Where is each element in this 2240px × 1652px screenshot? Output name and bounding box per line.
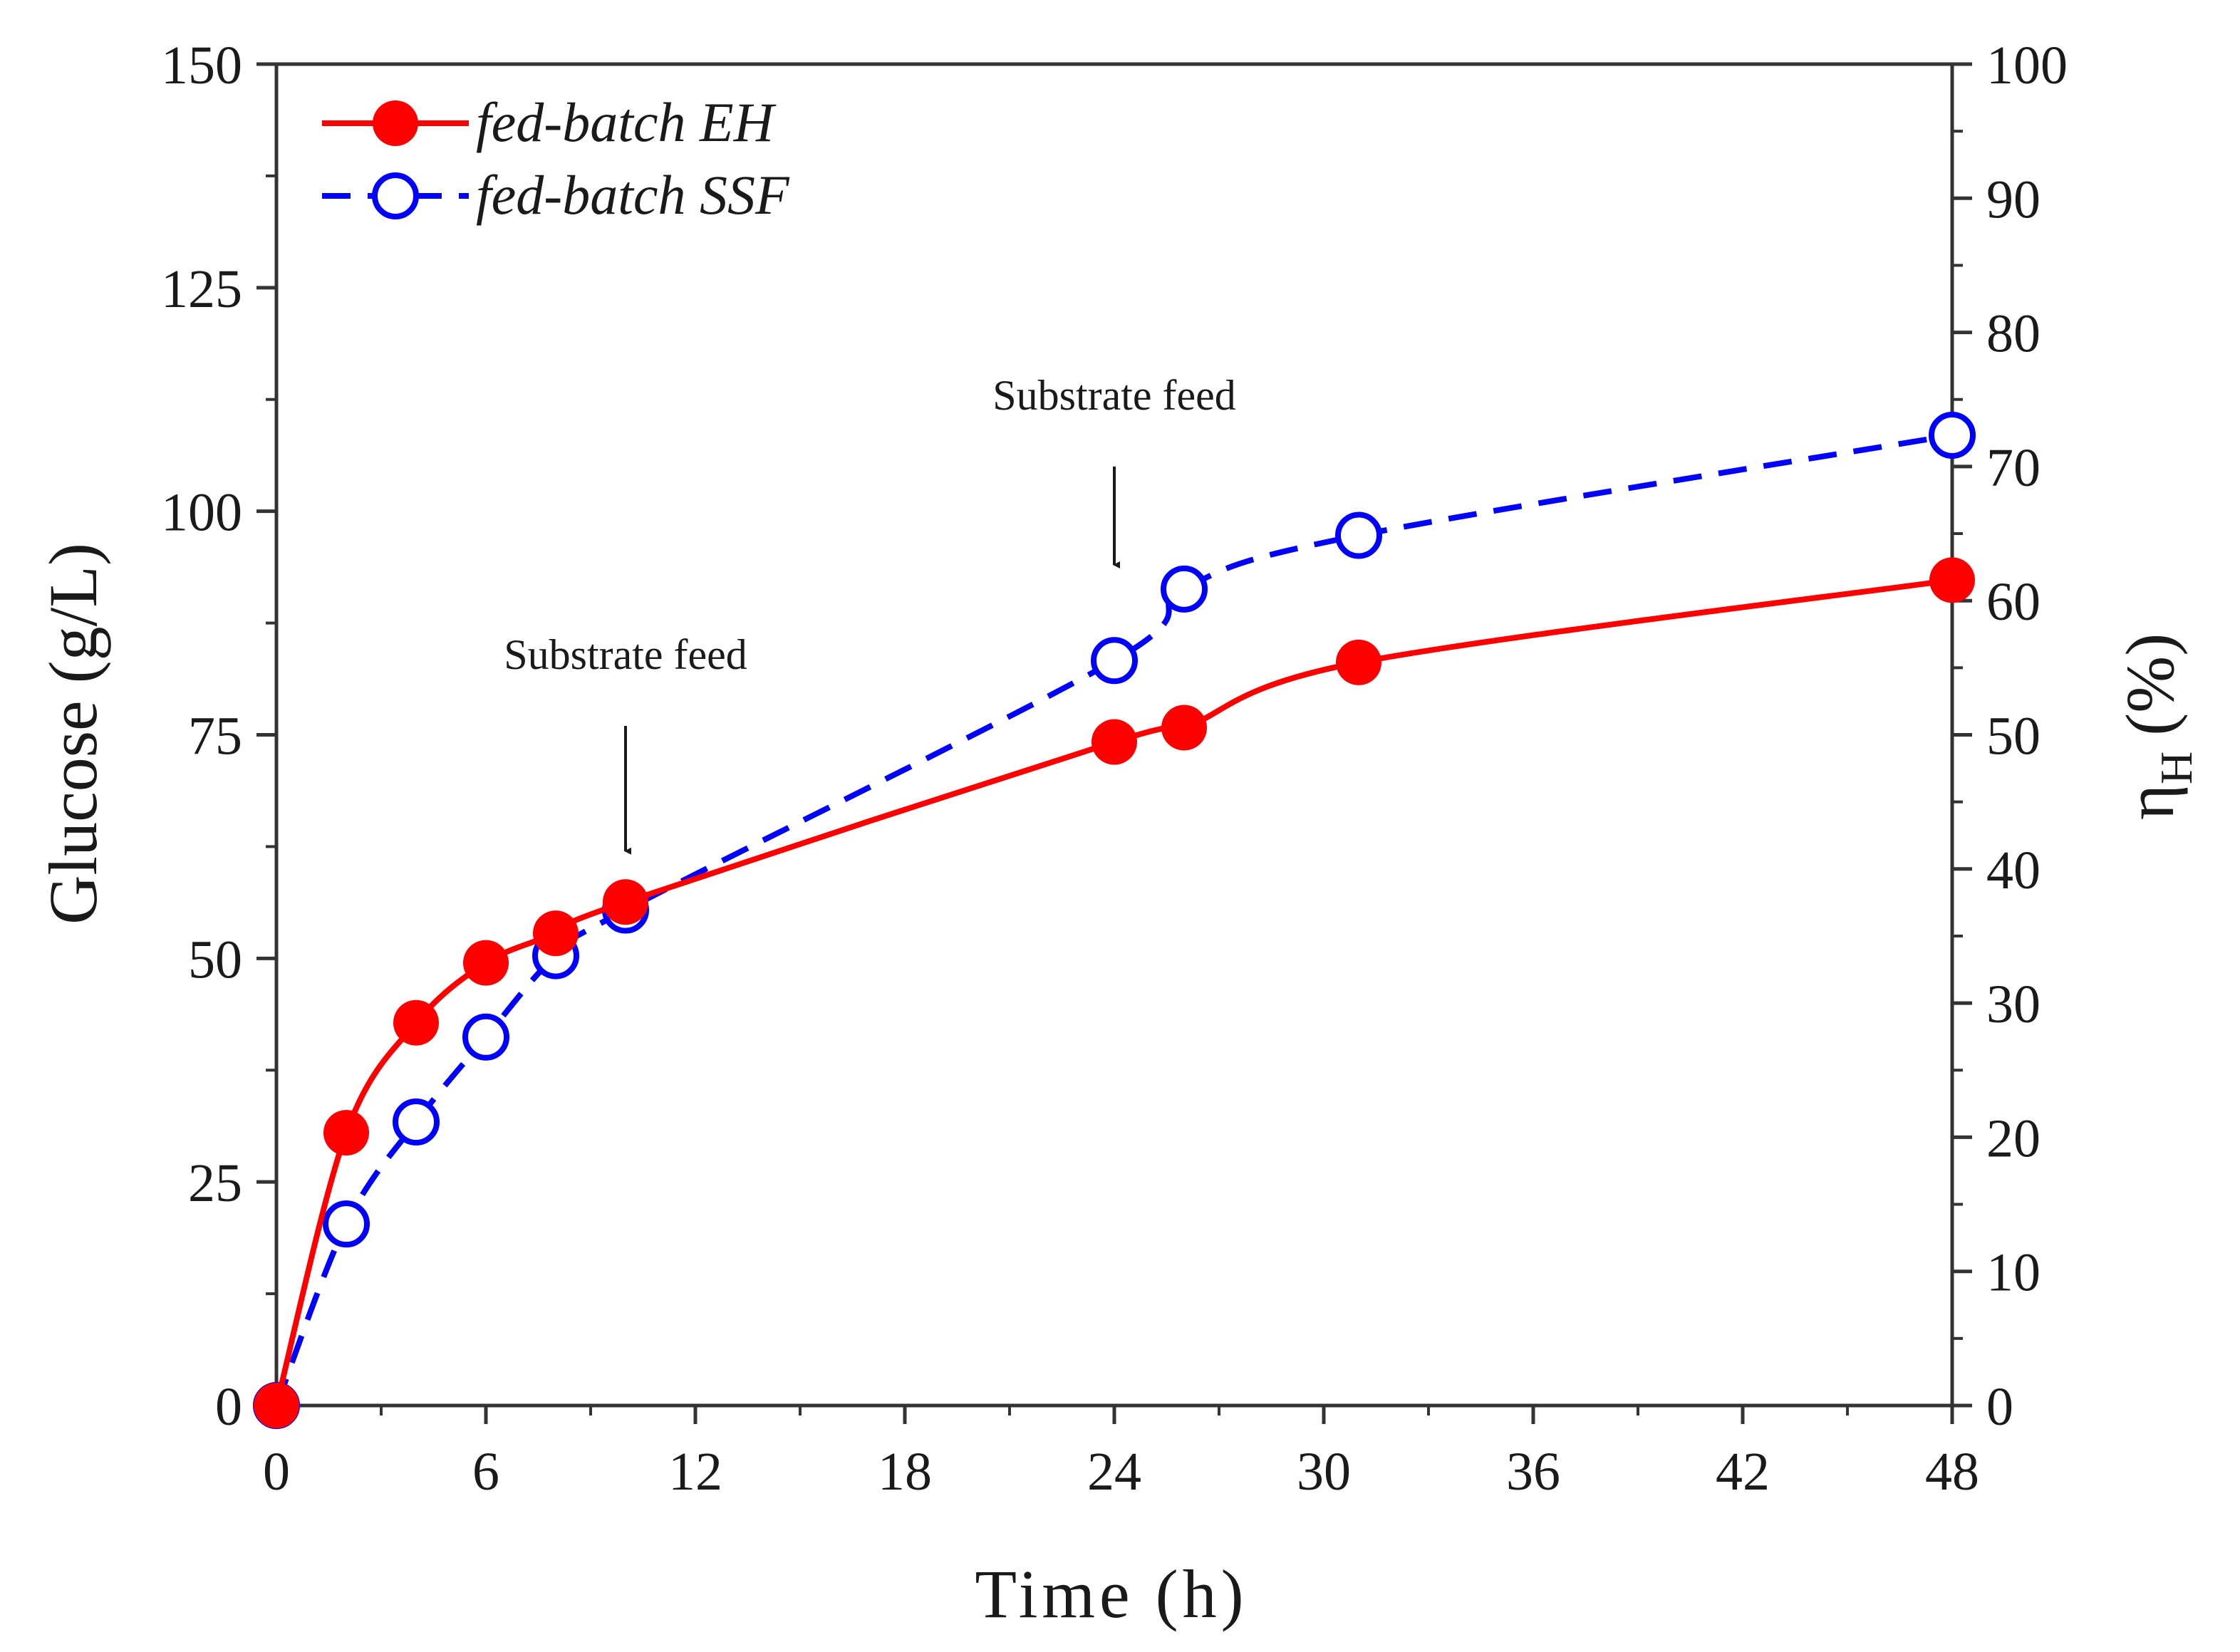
y-tick-label: 100	[161, 483, 242, 543]
x-tick-label: 30	[1297, 1442, 1351, 1502]
y2-tick-label: 60	[1986, 572, 2041, 632]
data-point-ssf	[1091, 637, 1138, 685]
x-tick-label: 0	[263, 1442, 290, 1502]
x-tick-label: 36	[1506, 1442, 1560, 1502]
y2-axis-symbol: η	[2112, 784, 2188, 820]
x-tick-label: 18	[878, 1442, 932, 1502]
axis-ticks: 0 6 12 18 24 30 36 42 48025507510012515001020304…	[161, 36, 2068, 1502]
y-tick-label: 75	[188, 707, 242, 767]
data-point-eh	[533, 910, 579, 957]
y-tick-label: 150	[161, 36, 242, 95]
y2-tick-label: 20	[1986, 1108, 2041, 1168]
data-point-eh	[393, 999, 439, 1046]
y-tick-label: 0	[215, 1377, 242, 1437]
y2-axis-unit: (%)	[2112, 633, 2188, 736]
y-tick-label: 125	[161, 259, 242, 319]
x-tick-label: 6	[472, 1442, 499, 1502]
series-line-ssf	[274, 432, 1953, 1407]
data-point-eh	[1929, 557, 1975, 603]
annotation-layer: Substrate feed Substrate feed	[504, 372, 1236, 855]
data-point-ssf	[393, 1098, 440, 1146]
data-point-eh	[463, 940, 509, 986]
y-axis-title: Glucose (g/L)	[35, 543, 111, 925]
legend-marker-eh	[373, 100, 418, 146]
y2-tick-label: 10	[1986, 1243, 2041, 1303]
data-point-ssf	[1929, 411, 1976, 459]
x-tick-label: 24	[1087, 1442, 1141, 1502]
data-point-eh	[603, 879, 648, 925]
x-axis-title: Time (h)	[975, 1556, 1248, 1632]
series-line-eh	[274, 577, 1953, 1406]
legend: fed-batch EH fed-batch SSF	[322, 91, 790, 226]
legend-label-ssf: fed-batch SSF	[476, 164, 790, 226]
annotation-label: Substrate feed	[992, 372, 1236, 419]
data-point-eh	[1092, 719, 1137, 765]
data-point-ssf	[323, 1200, 370, 1248]
y2-tick-label: 70	[1986, 438, 2041, 498]
legend-label-eh: fed-batch EH	[476, 91, 777, 153]
y2-tick-label: 30	[1986, 975, 2041, 1034]
y2-axis-title: ηH (%)	[2112, 633, 2202, 820]
x-tick-label: 48	[1925, 1442, 1979, 1502]
y-tick-label: 25	[188, 1153, 242, 1213]
y2-tick-label: 80	[1986, 304, 2041, 364]
y-tick-label: 50	[188, 930, 242, 989]
data-point-eh	[1336, 639, 1381, 685]
x-tick-label: 42	[1716, 1442, 1770, 1502]
y2-axis-subscript: H	[2151, 752, 2202, 784]
data-point-eh	[254, 1383, 299, 1428]
legend-marker-ssf	[372, 172, 419, 219]
y2-tick-label: 100	[1986, 36, 2068, 95]
y2-tick-label: 90	[1986, 170, 2041, 229]
series-layer	[253, 411, 1976, 1429]
data-point-ssf	[1335, 511, 1382, 559]
y2-tick-label: 40	[1986, 841, 2041, 900]
data-point-eh	[323, 1110, 369, 1156]
annotation-label: Substrate feed	[504, 631, 747, 678]
data-point-ssf	[462, 1013, 509, 1061]
data-point-ssf	[1161, 565, 1208, 613]
y2-tick-label: 0	[1986, 1377, 2013, 1437]
x-tick-label: 12	[668, 1442, 722, 1502]
data-point-eh	[1161, 705, 1207, 751]
y2-tick-label: 50	[1986, 707, 2041, 767]
